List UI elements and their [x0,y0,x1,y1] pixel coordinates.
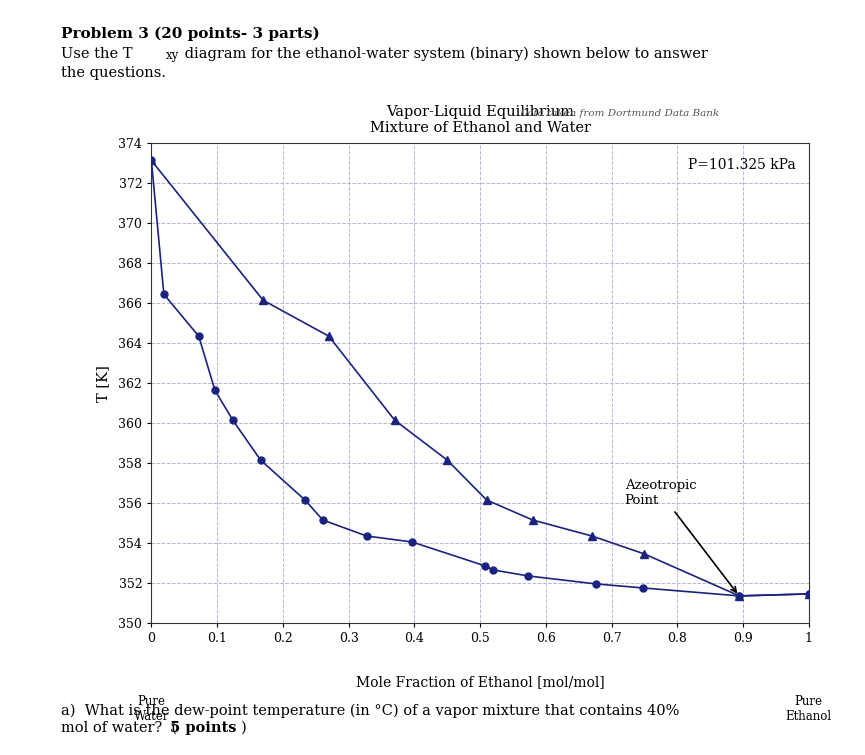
Text: Pure
Ethanol: Pure Ethanol [785,695,832,723]
Text: Pure
Water: Pure Water [134,695,169,723]
Text: Problem 3 (20 points- 3 parts): Problem 3 (20 points- 3 parts) [61,26,319,41]
Text: Use the T: Use the T [61,47,132,61]
X-axis label: Mole Fraction of Ethanol [mol/mol]: Mole Fraction of Ethanol [mol/mol] [356,676,605,689]
Y-axis label: T [K]: T [K] [96,365,110,402]
Text: 5 points: 5 points [170,721,236,735]
Text: diagram for the ethanol-water system (binary) shown below to answer: diagram for the ethanol-water system (bi… [180,47,708,61]
Text: ): ) [240,721,247,735]
Text: mol of water?  (: mol of water? ( [61,721,176,735]
Text: Azeotropic
Point: Azeotropic Point [625,479,736,592]
Text: the questions.: the questions. [61,66,165,81]
Text: P=101.325 kPa: P=101.325 kPa [688,158,796,172]
Text: xy: xy [166,49,179,62]
Text: Data taken from Dortmund Data Bank: Data taken from Dortmund Data Bank [519,109,719,118]
Title: Vapor-Liquid Equilibrium
Mixture of Ethanol and Water: Vapor-Liquid Equilibrium Mixture of Etha… [369,105,591,135]
Text: a)  What is the dew-point temperature (in °C) of a vapor mixture that contains 4: a) What is the dew-point temperature (in… [61,704,679,718]
